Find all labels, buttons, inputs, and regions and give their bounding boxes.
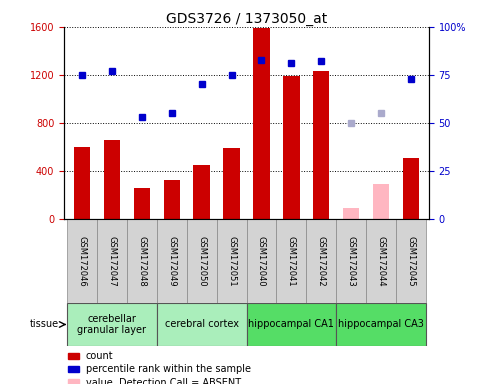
Bar [396, 219, 426, 303]
Text: GSM172041: GSM172041 [287, 236, 296, 286]
Text: GSM172040: GSM172040 [257, 236, 266, 286]
Bar [306, 219, 336, 303]
Bar [246, 303, 336, 346]
Text: count: count [86, 351, 113, 361]
Bar [343, 208, 359, 219]
Bar [164, 180, 180, 219]
Bar [253, 28, 270, 219]
Text: GSM172047: GSM172047 [107, 236, 116, 286]
Bar [246, 219, 277, 303]
Text: GSM172045: GSM172045 [406, 236, 416, 286]
Bar [134, 188, 150, 219]
Text: GSM172051: GSM172051 [227, 236, 236, 286]
Bar [68, 353, 79, 359]
Text: GSM172049: GSM172049 [167, 236, 176, 286]
Bar [68, 366, 79, 372]
Bar [283, 76, 300, 219]
Text: hippocampal CA3: hippocampal CA3 [338, 319, 424, 329]
Text: hippocampal CA1: hippocampal CA1 [248, 319, 334, 329]
Text: cerebellar
granular layer: cerebellar granular layer [77, 314, 146, 335]
Bar [373, 184, 389, 219]
Bar [336, 219, 366, 303]
Text: GSM172048: GSM172048 [138, 236, 146, 286]
Bar [157, 219, 187, 303]
Text: value, Detection Call = ABSENT: value, Detection Call = ABSENT [86, 378, 241, 384]
Bar [67, 303, 157, 346]
Bar [223, 148, 240, 219]
Text: percentile rank within the sample: percentile rank within the sample [86, 364, 251, 374]
Bar [277, 219, 306, 303]
Bar [216, 219, 246, 303]
Text: GSM172043: GSM172043 [347, 236, 355, 286]
Bar [68, 379, 79, 384]
Text: GSM172050: GSM172050 [197, 236, 206, 286]
Text: cerebral cortex: cerebral cortex [165, 319, 239, 329]
Bar [67, 219, 97, 303]
Bar [74, 147, 90, 219]
Text: GSM172044: GSM172044 [377, 236, 386, 286]
Bar [97, 219, 127, 303]
Bar [157, 303, 246, 346]
Text: GSM172042: GSM172042 [317, 236, 326, 286]
Bar [104, 140, 120, 219]
Text: GSM172046: GSM172046 [77, 236, 87, 286]
Bar [127, 219, 157, 303]
Bar [403, 158, 419, 219]
Bar [187, 219, 216, 303]
Bar [313, 71, 329, 219]
Bar [366, 219, 396, 303]
Bar [336, 303, 426, 346]
Text: tissue: tissue [30, 319, 59, 329]
Bar [193, 165, 210, 219]
Title: GDS3726 / 1373050_at: GDS3726 / 1373050_at [166, 12, 327, 26]
